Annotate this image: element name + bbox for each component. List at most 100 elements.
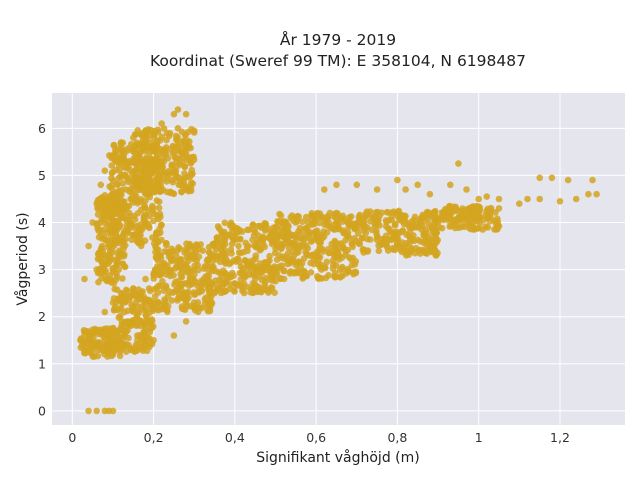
data-point bbox=[593, 190, 600, 198]
data-point bbox=[182, 140, 189, 147]
data-point bbox=[95, 233, 103, 241]
data-point bbox=[179, 154, 187, 161]
data-point bbox=[217, 289, 225, 297]
data-point bbox=[336, 226, 343, 233]
data-point bbox=[235, 242, 242, 250]
data-point bbox=[108, 162, 115, 169]
data-point bbox=[117, 312, 124, 320]
y-tick-label: 5 bbox=[38, 168, 46, 183]
data-point bbox=[356, 218, 364, 225]
data-point bbox=[295, 241, 302, 249]
data-point bbox=[272, 223, 279, 231]
data-point bbox=[375, 247, 383, 255]
data-point bbox=[117, 289, 125, 297]
data-point bbox=[136, 140, 143, 148]
data-point bbox=[352, 268, 360, 276]
data-point bbox=[240, 248, 248, 256]
data-point bbox=[109, 228, 117, 236]
data-point bbox=[261, 243, 269, 251]
data-point bbox=[212, 267, 219, 275]
data-point bbox=[333, 181, 340, 189]
data-point bbox=[125, 158, 133, 165]
data-point bbox=[177, 257, 184, 265]
data-point bbox=[516, 200, 523, 207]
data-point bbox=[333, 240, 341, 247]
data-point bbox=[130, 285, 137, 292]
y-tick-label: 1 bbox=[38, 356, 46, 371]
data-point bbox=[139, 306, 147, 313]
data-point bbox=[355, 224, 363, 231]
data-point bbox=[155, 282, 162, 290]
data-point bbox=[367, 217, 374, 225]
data-point bbox=[278, 244, 286, 252]
data-point bbox=[337, 273, 345, 280]
data-point bbox=[158, 120, 165, 127]
data-point bbox=[204, 305, 211, 312]
data-point bbox=[474, 217, 481, 225]
x-tick-label: 0,8 bbox=[387, 430, 407, 445]
data-point bbox=[146, 143, 154, 151]
data-point bbox=[303, 272, 311, 280]
x-tick-label: 1,2 bbox=[550, 430, 570, 445]
data-point bbox=[142, 341, 149, 349]
data-point bbox=[190, 252, 198, 259]
data-point bbox=[93, 266, 100, 273]
data-point bbox=[99, 259, 106, 267]
data-point bbox=[414, 181, 422, 189]
data-point bbox=[268, 234, 275, 242]
data-point bbox=[168, 161, 176, 168]
data-point bbox=[142, 176, 149, 184]
data-point bbox=[169, 178, 177, 186]
data-point bbox=[89, 341, 96, 349]
data-point bbox=[372, 222, 379, 230]
data-point bbox=[163, 130, 171, 137]
data-point bbox=[199, 247, 207, 254]
data-points bbox=[77, 106, 600, 415]
data-point bbox=[195, 288, 202, 296]
data-point bbox=[106, 210, 114, 217]
data-point bbox=[221, 247, 229, 254]
data-point bbox=[487, 204, 495, 212]
data-point bbox=[132, 231, 140, 238]
data-point bbox=[116, 306, 124, 313]
data-point bbox=[237, 263, 245, 271]
data-point bbox=[215, 236, 222, 244]
data-point bbox=[160, 125, 168, 132]
data-point bbox=[177, 262, 184, 270]
data-point bbox=[128, 318, 136, 325]
data-point bbox=[109, 195, 117, 203]
data-point bbox=[137, 296, 144, 303]
data-point bbox=[416, 218, 424, 226]
data-point bbox=[150, 204, 157, 212]
x-tick-label: 0,4 bbox=[225, 430, 245, 445]
data-point bbox=[244, 226, 251, 234]
data-point bbox=[141, 201, 148, 209]
data-point bbox=[453, 221, 460, 229]
data-point bbox=[198, 282, 205, 290]
data-point bbox=[109, 407, 117, 415]
data-point bbox=[397, 246, 404, 253]
data-point bbox=[184, 128, 192, 136]
data-point bbox=[93, 327, 100, 335]
data-point bbox=[272, 271, 280, 279]
data-point bbox=[158, 266, 165, 273]
data-point bbox=[313, 227, 321, 234]
data-point bbox=[362, 229, 370, 237]
data-point bbox=[346, 254, 353, 261]
data-point bbox=[178, 303, 186, 310]
y-tick-label: 4 bbox=[38, 215, 46, 230]
data-point bbox=[131, 216, 139, 223]
data-point bbox=[112, 276, 120, 283]
data-point bbox=[278, 254, 286, 262]
chart-title-block: År 1979 - 2019 Koordinat (Sweref 99 TM):… bbox=[0, 30, 640, 72]
data-point bbox=[256, 247, 264, 254]
data-point bbox=[101, 167, 109, 174]
data-point bbox=[154, 298, 161, 306]
data-point bbox=[109, 168, 116, 176]
data-point bbox=[128, 170, 136, 178]
data-point bbox=[238, 270, 246, 277]
data-point bbox=[229, 269, 236, 277]
data-point bbox=[123, 202, 131, 210]
data-point bbox=[325, 272, 332, 279]
data-point bbox=[298, 259, 306, 267]
